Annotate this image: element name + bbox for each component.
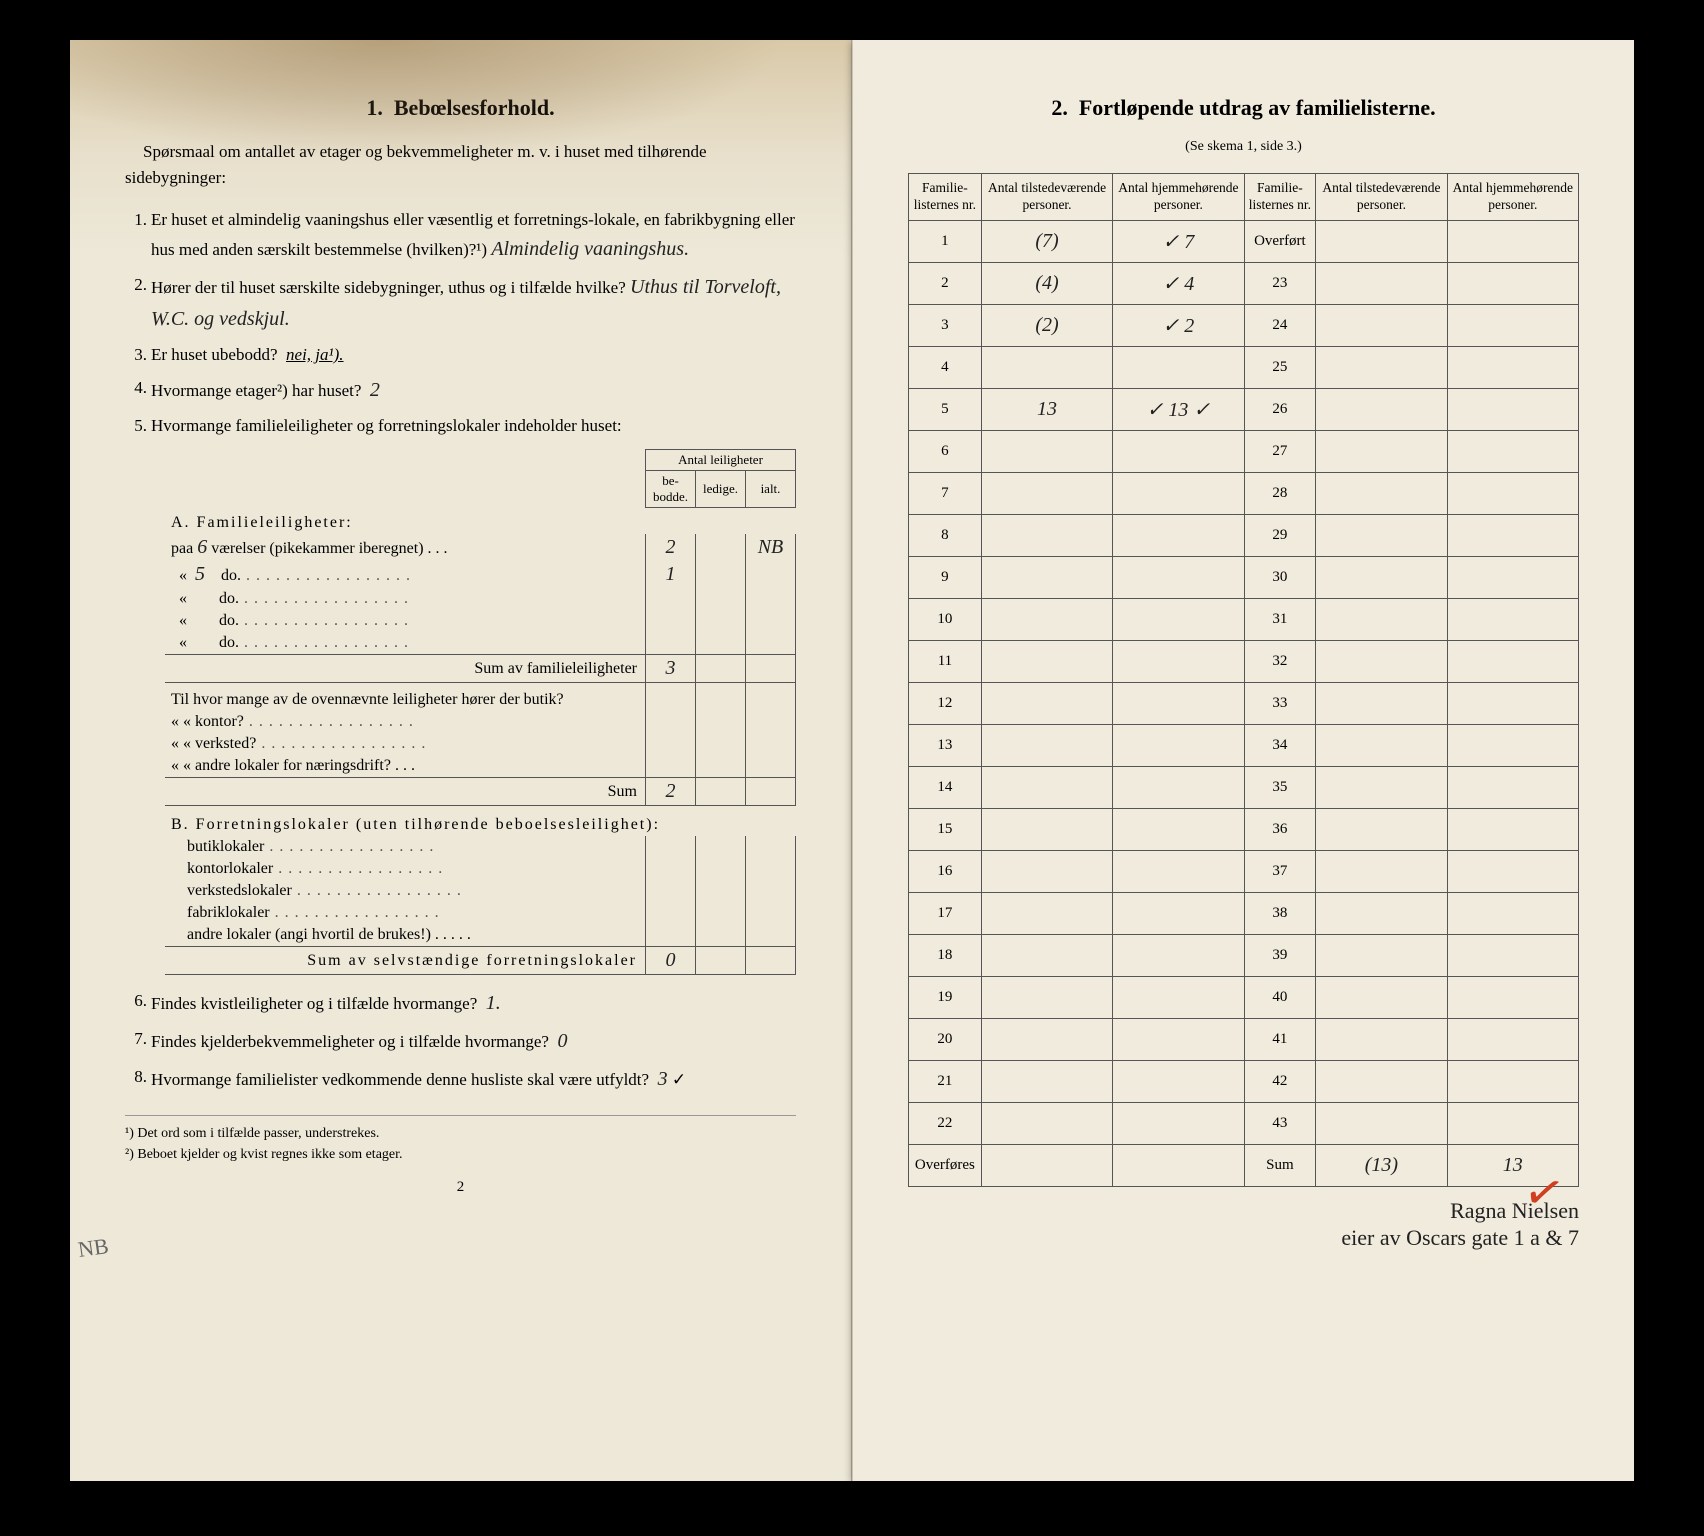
intro-text: Spørsmaal om antallet av etager og bekve… <box>125 139 796 192</box>
question-8: 8.Hvormange familielister vedkommende de… <box>151 1063 796 1095</box>
family-list-table: Familie- listernes nr. Antal tilstedevær… <box>908 173 1579 1187</box>
table-row: Overføres <box>909 1144 982 1186</box>
table-row: 10 <box>909 598 982 640</box>
apartment-table: Antal leiligheter be- bodde. ledige. ial… <box>165 449 796 975</box>
page-number: 2 <box>125 1179 796 1196</box>
table-row: 4 <box>909 346 982 388</box>
table-row: 6 <box>909 430 982 472</box>
document-spread: 1. Bebœlsesforhold. Spørsmaal om antalle… <box>0 0 1704 1536</box>
margin-note: NB <box>76 1233 110 1263</box>
table-row: 7 <box>909 472 982 514</box>
table-row: 16 <box>909 850 982 892</box>
table-row: 9 <box>909 556 982 598</box>
answer-1: Almindelig vaaningshus. <box>491 238 689 260</box>
question-2: 2. Hører der til huset særskilte sidebyg… <box>151 271 796 335</box>
question-1: 1. Er huset et almindelig vaaningshus el… <box>151 206 796 265</box>
left-section-title: 1. Bebœlsesforhold. <box>125 95 796 121</box>
table-row: 2 <box>909 262 982 304</box>
table-row: 13 <box>909 724 982 766</box>
footnotes: ¹) Det ord som i tilfælde passer, unders… <box>125 1115 796 1165</box>
table-row: 18 <box>909 934 982 976</box>
right-subtitle: (Se skema 1, side 3.) <box>908 139 1579 155</box>
table-row: 19 <box>909 976 982 1018</box>
table-row: 20 <box>909 1018 982 1060</box>
question-4: 4. Hvormange etager²) har huset? 2 <box>151 374 796 406</box>
answer-4: 2 <box>370 379 380 401</box>
table-row: 17 <box>909 892 982 934</box>
question-list-2: 6.Findes kvistleiligheter og i tilfælde … <box>125 987 796 1095</box>
question-5: 5. Hvormange familieleiligheter og forre… <box>151 412 796 439</box>
question-7: 7.Findes kjelderbekvemmeligheter og i ti… <box>151 1025 796 1057</box>
question-list: 1. Er huset et almindelig vaaningshus el… <box>125 206 796 440</box>
table-row: 8 <box>909 514 982 556</box>
right-section-title: 2. Fortløpende utdrag av familielisterne… <box>908 95 1579 121</box>
right-page: 2. Fortløpende utdrag av familielisterne… <box>852 40 1634 1481</box>
table-row: 1 <box>909 220 982 262</box>
table-row: 11 <box>909 640 982 682</box>
table-row: 3 <box>909 304 982 346</box>
left-page: 1. Bebœlsesforhold. Spørsmaal om antalle… <box>70 40 852 1481</box>
signature: Ragna Nielsen eier av Oscars gate 1 a & … <box>908 1197 1579 1252</box>
table-row: 15 <box>909 808 982 850</box>
table-row: 14 <box>909 766 982 808</box>
question-3: 3. Er huset ubebodd? nei, ja¹). <box>151 341 796 368</box>
table-row: 12 <box>909 682 982 724</box>
table-row: 22 <box>909 1102 982 1144</box>
table-row: 21 <box>909 1060 982 1102</box>
question-6: 6.Findes kvistleiligheter og i tilfælde … <box>151 987 796 1019</box>
table-row: 5 <box>909 388 982 430</box>
